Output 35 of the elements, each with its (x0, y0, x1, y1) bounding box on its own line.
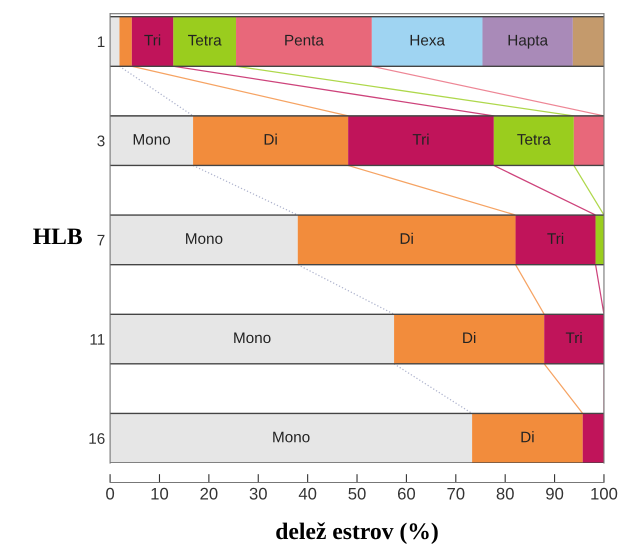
x-tick-label: 0 (106, 488, 114, 500)
x-tick-label: 40 (298, 488, 316, 500)
data-label: Penta (285, 34, 324, 46)
x-tick-label: 60 (398, 488, 416, 500)
data-label: Tri (566, 332, 582, 344)
data-label: Di (463, 332, 476, 344)
y-tick-label: 3 (97, 136, 105, 146)
x-axis-title: delež estrov (%) (276, 522, 438, 544)
data-label: Tetra (517, 134, 551, 145)
x-tick-label: 100 (591, 488, 618, 500)
x-tick-label: 30 (250, 488, 267, 500)
data-label: Tetra (188, 34, 222, 46)
data-label: Mono (234, 332, 271, 344)
data-label: Mono (273, 432, 310, 442)
data-label: Mono (186, 233, 222, 244)
data-label: Hapta (508, 34, 548, 49)
x-tick-label: 10 (151, 488, 168, 500)
x-tick-label: 80 (496, 488, 514, 500)
data-label: Di (264, 134, 277, 145)
data-label: Di (521, 431, 534, 442)
data-label: Di (400, 232, 413, 244)
data-label: Tri (144, 34, 160, 46)
y-axis-title: HLB (33, 228, 82, 244)
y-tick-label: 1 (98, 36, 104, 48)
y-tick-label: 11 (90, 334, 104, 345)
data-label: Hexa (410, 34, 445, 46)
data-label: Mono (134, 134, 170, 145)
x-tick-label: 50 (348, 488, 366, 500)
x-tick-label: 70 (447, 488, 464, 500)
x-tick-label: 20 (200, 488, 218, 500)
y-tick-label: 7 (98, 234, 104, 246)
x-tick-label: 90 (546, 488, 564, 500)
data-label: Tri (412, 134, 429, 145)
data-label: Tri (547, 232, 564, 244)
y-tick-label: 16 (89, 433, 105, 444)
